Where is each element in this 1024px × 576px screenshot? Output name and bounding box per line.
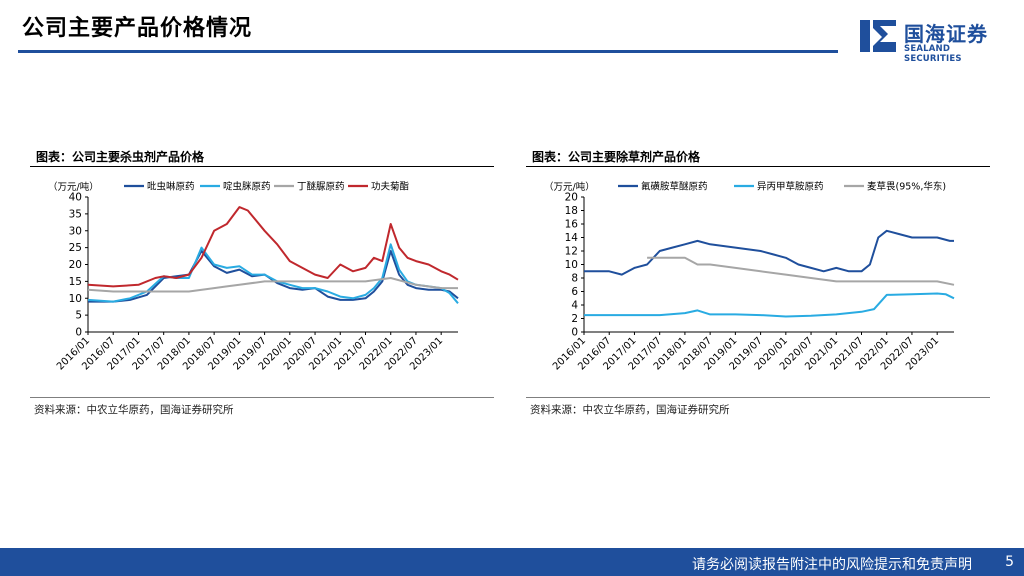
y-tick-label: 15 (69, 276, 82, 288)
logo-en-text: SEALAND SECURITIES (904, 44, 962, 64)
legend-label: 丁醚脲原药 (297, 181, 345, 193)
panel-bottom-rule (30, 397, 494, 398)
panel-top-rule (30, 166, 494, 167)
series-line (647, 256, 955, 286)
legend-label: 氟磺胺草醚原药 (641, 181, 708, 193)
y-tick-label: 16 (565, 219, 579, 231)
series-line (88, 250, 459, 303)
series-line (584, 292, 955, 318)
logo-mark-icon (860, 20, 896, 52)
insecticide-price-chart: （万元/吨） 吡虫啉原药 啶虫脒原药 丁醚脲原药 功夫菊酯 0 5 10 15 20 25 30 35 4… (48, 181, 459, 372)
herbicide-chart-panel: 图表：公司主要除草剂产品价格 （万元/吨） 氟磺胺草醚原药 异丙甲草胺原药 麦草畏(9… (526, 148, 990, 417)
y-tick-label: 20 (69, 259, 82, 271)
chart-panel-title: 图表：公司主要杀虫剂产品价格 (36, 150, 205, 164)
page-title: 公司主要产品价格情况 (22, 16, 253, 41)
y-tick-label: 14 (565, 232, 579, 244)
title-divider (18, 50, 838, 53)
page-number: 5 (1005, 554, 1014, 570)
y-tick-label: 12 (565, 246, 578, 258)
y-tick-label: 2 (571, 313, 578, 325)
y-tick-label: 10 (69, 293, 82, 305)
y-tick-label: 0 (571, 327, 578, 339)
chart-panel-title: 图表：公司主要除草剂产品价格 (532, 150, 701, 164)
brand-logo: 国海证券 SEALAND SECURITIES (858, 16, 1008, 64)
insecticide-chart-panel: 图表：公司主要杀虫剂产品价格 （万元/吨） 吡虫啉原药 啶虫脒原药 丁醚脲原药 功夫菊酯… (30, 148, 494, 417)
y-tick-label: 10 (565, 259, 578, 271)
y-tick-label: 35 (69, 208, 82, 220)
y-tick-label: 20 (565, 192, 578, 204)
logo-cn-text: 国海证券 (904, 22, 988, 46)
disclaimer-text: 请务必阅读报告附注中的风险提示和免责声明 (692, 557, 972, 573)
y-tick-label: 40 (69, 192, 82, 204)
y-tick-label: 18 (565, 205, 578, 217)
legend-label: 麦草畏(95%,华东) (867, 181, 946, 193)
panel-bottom-rule (526, 397, 990, 398)
y-tick-label: 25 (69, 242, 82, 254)
legend-label: 异丙甲草胺原药 (757, 181, 824, 193)
y-tick-label: 6 (571, 286, 578, 298)
footer-bar: 请务必阅读报告附注中的风险提示和免责声明 5 (0, 548, 1024, 576)
y-tick-label: 0 (75, 327, 82, 339)
y-tick-label: 5 (75, 310, 82, 322)
series-line (584, 229, 954, 276)
herbicide-price-chart: （万元/吨） 氟磺胺草醚原药 异丙甲草胺原药 麦草畏(95%,华东) 0 24 68 1012… (544, 181, 955, 372)
y-tick-label: 8 (571, 273, 578, 285)
y-unit-label: （万元/吨） (544, 181, 595, 193)
y-tick-label: 30 (69, 225, 82, 237)
chart-source: 资料来源：中农立华原药，国海证券研究所 (530, 404, 730, 416)
series-line (87, 277, 458, 293)
series-line (87, 206, 459, 288)
legend-label: 啶虫脒原药 (223, 181, 271, 193)
y-unit-label: （万元/吨） (48, 181, 99, 193)
legend-label: 功夫菊酯 (371, 181, 410, 193)
y-tick-label: 4 (571, 300, 578, 312)
legend-label: 吡虫啉原药 (147, 181, 195, 193)
panel-top-rule (526, 166, 990, 167)
chart-source: 资料来源：中农立华原药，国海证券研究所 (34, 404, 234, 416)
